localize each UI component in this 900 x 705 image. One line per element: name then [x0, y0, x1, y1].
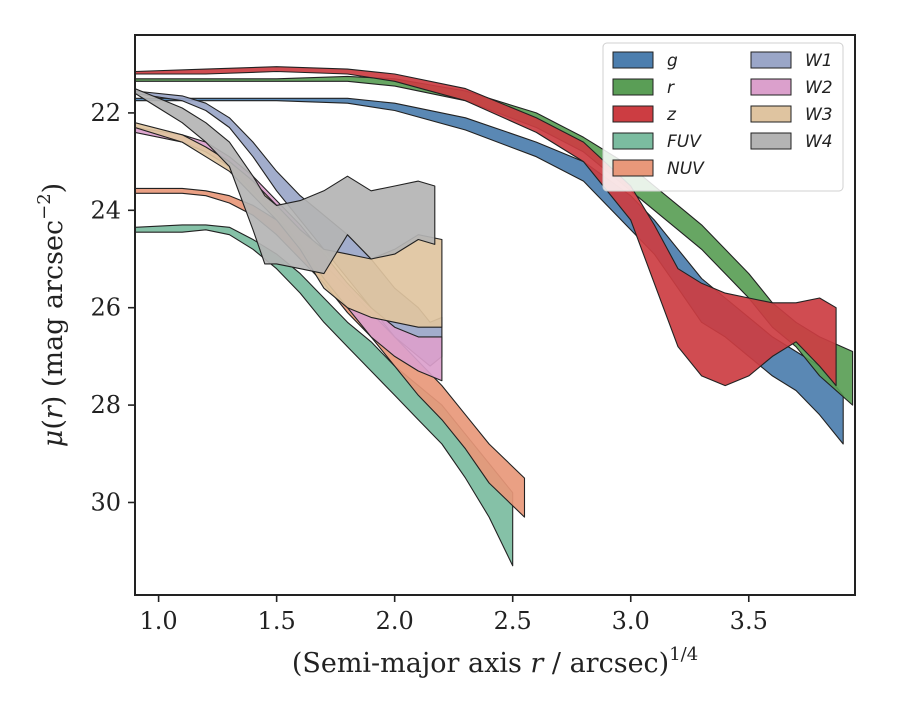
- legend-label-z: z: [666, 105, 677, 125]
- legend-swatch-g: [612, 51, 654, 69]
- y-tick-label: 24: [90, 196, 121, 224]
- x-tick-label: 2.5: [494, 607, 532, 635]
- x-tick-label: 1.5: [258, 607, 296, 635]
- y-tick-label: 30: [90, 488, 121, 516]
- band-z: [135, 66, 837, 387]
- band-g: [135, 97, 844, 445]
- x-tick-label: 1.0: [140, 607, 178, 635]
- y-axis-label: μ(r) (mag arcsec−2): [34, 183, 69, 447]
- legend-label-g: g: [667, 51, 678, 71]
- legend-swatch-w2: [750, 78, 792, 96]
- legend-swatch-r: [612, 78, 654, 96]
- y-tick-label: 28: [90, 391, 121, 419]
- legend-label-w3: W3: [805, 105, 833, 125]
- x-tick-label: 3.5: [730, 607, 768, 635]
- legend: grz FUV NUV W1 W2 W3 W4: [602, 42, 844, 192]
- legend-label-w1: W1: [805, 51, 833, 71]
- ticks-layer: 1.0 1.5 2.0 2.5 3.0 3.5 22 24 26 28 30: [90, 99, 767, 635]
- bands-layer: [135, 66, 854, 567]
- legend-swatch-w1: [750, 51, 792, 69]
- x-tick-label: 3.0: [612, 607, 650, 635]
- legend-swatch-w3: [750, 105, 792, 123]
- legend-swatch-z: [612, 105, 654, 123]
- legend-label-w4: W4: [805, 132, 833, 152]
- legend-label-w2: W2: [805, 78, 833, 98]
- legend-label-nuv: NUV: [667, 159, 705, 179]
- legend-label-fuv: FUV: [667, 132, 702, 152]
- legend-swatch-w4: [750, 132, 792, 150]
- y-tick-label: 26: [90, 294, 121, 322]
- legend-swatch-fuv: [612, 132, 654, 150]
- x-tick-label: 2.0: [376, 607, 414, 635]
- legend-swatch-nuv: [612, 159, 654, 177]
- axes-frame: [134, 34, 856, 596]
- legend-label-r: r: [667, 78, 675, 98]
- band-w4: [135, 88, 436, 275]
- y-tick-label: 22: [90, 99, 121, 127]
- x-axis-label: (Semi-major axis r / arcsec)1/4: [292, 644, 698, 679]
